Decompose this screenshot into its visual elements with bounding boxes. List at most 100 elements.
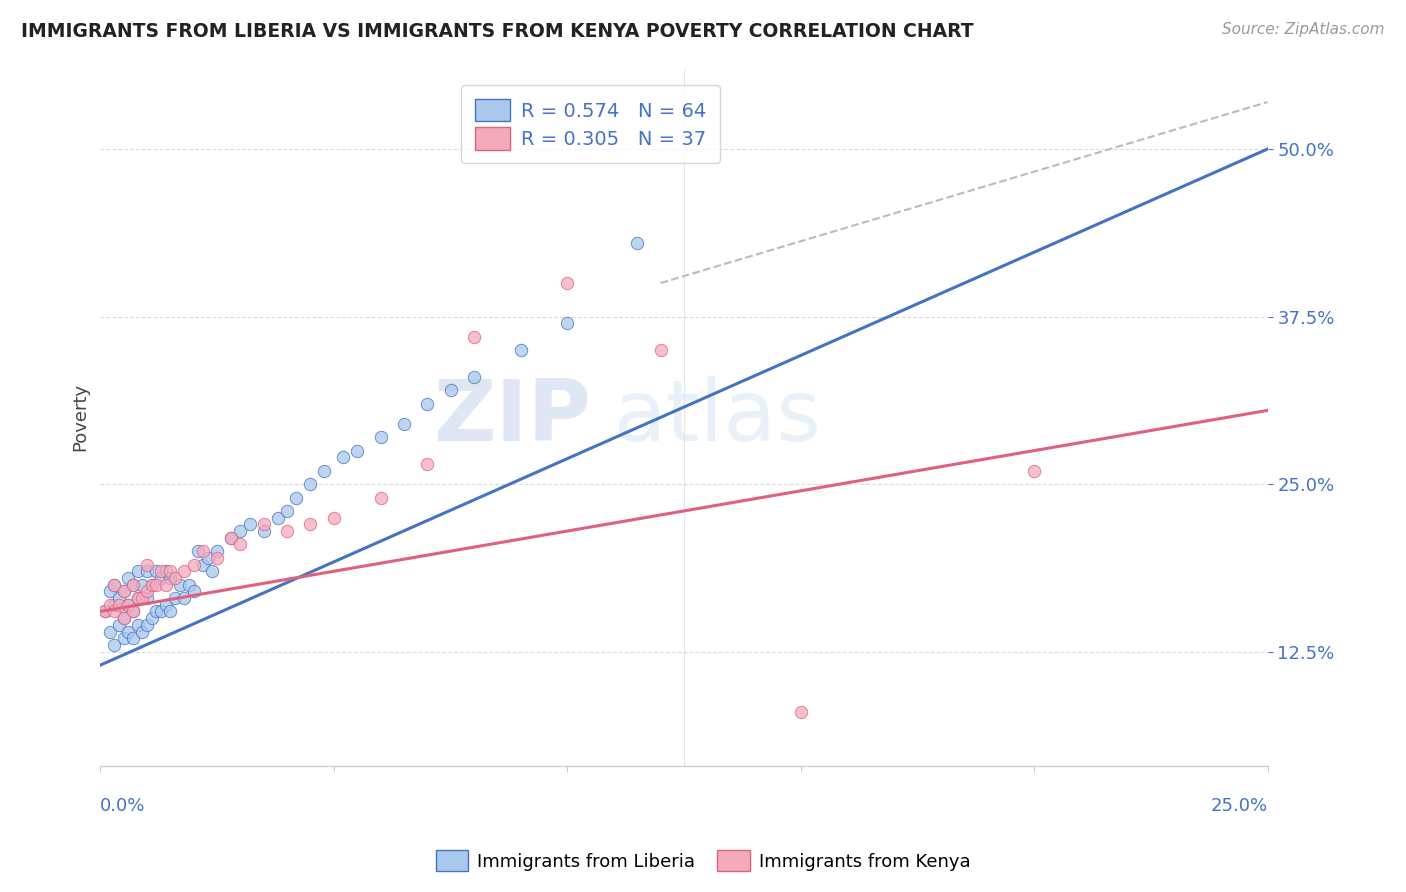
Point [112, 584, 135, 599]
Text: atlas: atlas [614, 376, 823, 458]
Point [103, 605, 125, 619]
Point [229, 524, 252, 538]
Text: 25.0%: 25.0% [1211, 797, 1268, 815]
Point [555, 276, 578, 290]
Point [145, 564, 167, 578]
Point [439, 384, 461, 398]
Text: ZIP: ZIP [433, 376, 591, 458]
Point [165, 591, 187, 605]
Point [650, 343, 672, 357]
Point [332, 450, 354, 465]
Text: Source: ZipAtlas.com: Source: ZipAtlas.com [1222, 22, 1385, 37]
Point [117, 598, 139, 612]
Point [555, 316, 578, 330]
Point [98, 584, 121, 599]
Point [98, 598, 121, 612]
Point [145, 577, 167, 591]
Y-axis label: Poverty: Poverty [72, 383, 89, 451]
Point [141, 577, 163, 591]
Point [191, 544, 214, 558]
Point [141, 611, 163, 625]
Point [177, 577, 200, 591]
Point [183, 558, 205, 572]
Point [790, 705, 813, 719]
Point [103, 577, 125, 591]
Point [136, 591, 159, 605]
Point [267, 510, 290, 524]
Point [136, 558, 159, 572]
Point [276, 504, 298, 518]
Point [463, 369, 485, 384]
Point [136, 564, 159, 578]
Point [94, 605, 117, 619]
Point [416, 397, 439, 411]
Point [169, 577, 191, 591]
Point [108, 618, 131, 632]
Point [370, 430, 392, 444]
Point [108, 598, 131, 612]
Point [1024, 464, 1046, 478]
Point [191, 558, 214, 572]
Point [165, 571, 187, 585]
Point [103, 598, 125, 612]
Point [416, 457, 439, 471]
Point [322, 510, 344, 524]
Point [463, 329, 485, 343]
Point [509, 343, 531, 357]
Point [122, 577, 145, 591]
Point [229, 537, 252, 551]
Point [122, 605, 145, 619]
Point [117, 624, 139, 639]
Point [103, 638, 125, 652]
Point [145, 605, 167, 619]
Point [370, 491, 392, 505]
Point [141, 577, 163, 591]
Legend: Immigrants from Liberia, Immigrants from Kenya: Immigrants from Liberia, Immigrants from… [429, 843, 977, 879]
Point [197, 550, 219, 565]
Point [122, 605, 145, 619]
Point [276, 524, 298, 538]
Point [187, 544, 209, 558]
Point [159, 605, 181, 619]
Point [159, 571, 181, 585]
Point [108, 591, 131, 605]
Point [253, 517, 276, 532]
Point [205, 544, 228, 558]
Point [150, 571, 173, 585]
Text: IMMIGRANTS FROM LIBERIA VS IMMIGRANTS FROM KENYA POVERTY CORRELATION CHART: IMMIGRANTS FROM LIBERIA VS IMMIGRANTS FR… [21, 22, 974, 41]
Point [136, 584, 159, 599]
Point [253, 524, 276, 538]
Point [299, 517, 322, 532]
Point [131, 591, 153, 605]
Legend: R = 0.574   N = 64, R = 0.305   N = 37: R = 0.574 N = 64, R = 0.305 N = 37 [461, 86, 720, 163]
Point [150, 605, 173, 619]
Point [173, 591, 195, 605]
Point [183, 584, 205, 599]
Point [127, 618, 149, 632]
Point [127, 591, 149, 605]
Point [112, 584, 135, 599]
Point [112, 611, 135, 625]
Point [201, 564, 224, 578]
Point [122, 632, 145, 646]
Point [159, 564, 181, 578]
Point [219, 531, 242, 545]
Point [314, 464, 336, 478]
Point [98, 624, 121, 639]
Point [239, 517, 262, 532]
Point [112, 632, 135, 646]
Point [205, 550, 228, 565]
Point [136, 618, 159, 632]
Point [103, 577, 125, 591]
Point [127, 564, 149, 578]
Point [122, 577, 145, 591]
Point [131, 577, 153, 591]
Point [285, 491, 308, 505]
Point [117, 598, 139, 612]
Point [219, 531, 242, 545]
Point [155, 577, 177, 591]
Point [112, 611, 135, 625]
Point [173, 564, 195, 578]
Point [127, 591, 149, 605]
Point [392, 417, 415, 431]
